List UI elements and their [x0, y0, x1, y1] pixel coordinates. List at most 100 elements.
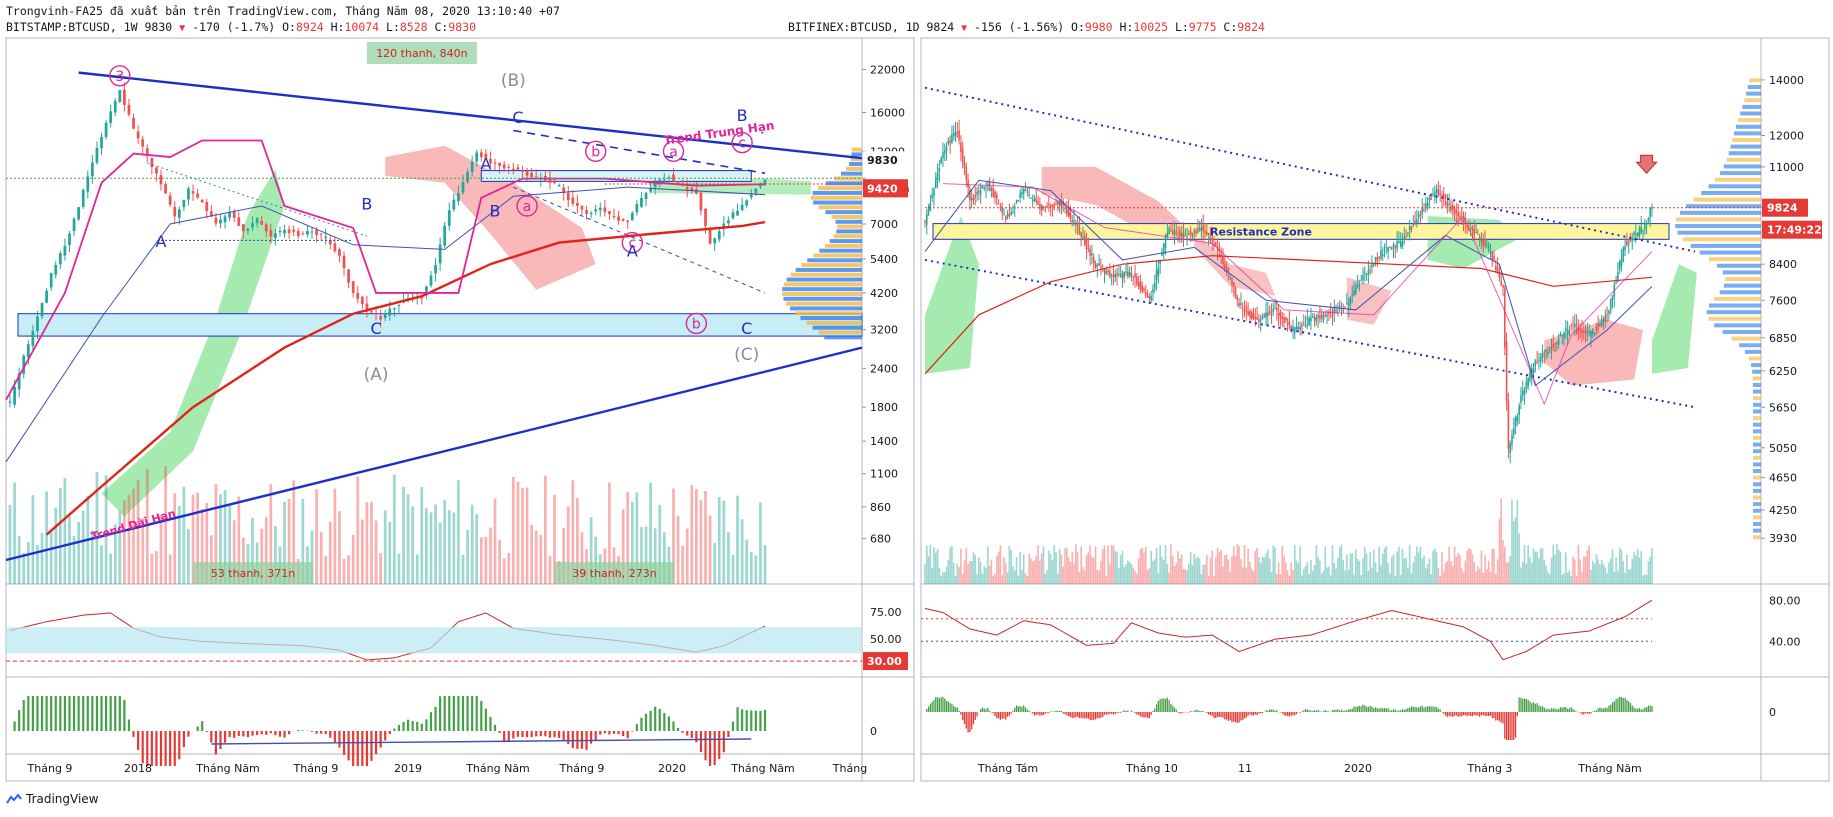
left-candle-body	[626, 220, 630, 222]
right-volume-profile-bar	[1690, 243, 1761, 248]
right-candle-body	[1234, 287, 1237, 299]
right-candle-body	[1346, 302, 1348, 304]
left-volume-bar	[438, 522, 442, 584]
right-volume-bar	[990, 559, 993, 584]
charts-canvas[interactable]: 22000 16000 12000 7000 5400 4200 3200 2400 1800 1…	[0, 0, 1833, 790]
right-volume-bar	[929, 544, 932, 584]
right-volume-bar	[1121, 550, 1124, 584]
left-candle-body	[470, 161, 474, 172]
right-volume-bar	[1277, 562, 1280, 584]
right-volume-bar	[1001, 575, 1003, 584]
down-triangle-icon: ▼	[179, 23, 186, 34]
right-candle-body	[1640, 226, 1643, 234]
right-volume-bar	[1328, 566, 1330, 584]
right-volume-bar	[927, 556, 930, 584]
left-y-tick-label: 680	[870, 533, 891, 546]
right-volume-bar	[1166, 563, 1169, 584]
left-wave-label: A	[627, 242, 638, 261]
right-volume-bar	[1521, 561, 1524, 584]
left-candle-body	[168, 195, 172, 205]
right-volume-profile-bar	[1753, 508, 1761, 513]
left-volume-bar	[8, 504, 12, 584]
right-candle-body	[936, 172, 939, 180]
right-candle-body	[981, 186, 984, 189]
right-candle-body	[1635, 234, 1637, 236]
right-candle-body	[990, 188, 993, 191]
right-y-tick-label: 11000	[1769, 161, 1804, 174]
right-candle-body	[1626, 240, 1628, 245]
right-volume-bar	[949, 547, 951, 584]
right-volume-bar	[1293, 544, 1296, 584]
right-candle-body	[1389, 246, 1391, 249]
right-y-tick-label: 12000	[1769, 130, 1804, 143]
right-volume-bar	[1353, 574, 1355, 584]
right-candle-body	[1265, 312, 1267, 318]
right-volume-bar	[1304, 566, 1307, 584]
right-volume-bar	[1561, 574, 1564, 584]
right-candle-body	[1338, 306, 1341, 308]
right-candle-body	[1466, 225, 1468, 227]
right-y-tick-label: 14000	[1769, 74, 1804, 87]
right-volume-bar	[1333, 563, 1336, 584]
right-volume-bar	[1367, 570, 1370, 584]
left-macd-divergence-line	[211, 738, 752, 745]
right-candle-body	[952, 133, 955, 136]
right-candle-body	[1256, 317, 1258, 320]
right-volume-bar	[1272, 545, 1275, 584]
right-volume-bar	[924, 564, 926, 584]
left-volume-bar	[338, 511, 341, 584]
right-volume-bar	[1347, 569, 1350, 584]
right-candle-body	[1317, 315, 1319, 318]
right-volume-bar	[1247, 548, 1249, 584]
right-candle-body	[1385, 246, 1388, 249]
right-volume-bar	[1044, 573, 1047, 584]
right-candle-body	[1053, 204, 1056, 207]
right-volume-profile-bar	[1740, 111, 1761, 116]
left-volume-bar	[383, 510, 387, 584]
left-candle-body	[690, 187, 694, 191]
left-candle-body	[699, 192, 703, 211]
left-candle-body	[649, 188, 652, 192]
left-candle-body	[557, 185, 561, 187]
right-volume-bar	[1482, 572, 1485, 584]
right-candle-body	[1478, 237, 1481, 240]
right-volume-bar	[1119, 555, 1122, 584]
right-volume-bar	[1103, 545, 1106, 584]
right-candle-body	[1301, 325, 1303, 327]
left-bar-count-box	[554, 562, 675, 584]
right-volume-bar	[1582, 556, 1585, 584]
right-candle-body	[1123, 271, 1126, 278]
right-candle-body	[1127, 271, 1129, 277]
right-candle-body	[1638, 228, 1641, 236]
right-candle-body	[1581, 329, 1583, 334]
left-candle-body	[576, 202, 579, 206]
right-candle-body	[1322, 315, 1325, 320]
right-candle-body	[1311, 316, 1314, 318]
right-volume-bar	[1495, 573, 1497, 584]
right-candle-body	[1611, 295, 1614, 300]
left-volume-bar	[722, 500, 726, 584]
right-volume-bar	[1557, 549, 1560, 584]
right-volume-bar	[1100, 560, 1102, 584]
left-candle-body	[196, 193, 199, 198]
right-volume-bar	[1062, 566, 1065, 584]
right-candle-body	[1430, 198, 1433, 200]
right-volume-bar	[1378, 546, 1380, 584]
left-volume-bar	[521, 487, 524, 584]
left-volume-bar	[347, 555, 350, 584]
right-candle-body	[1283, 317, 1285, 324]
left-volume-bar	[626, 491, 630, 584]
right-volume-bar	[1398, 546, 1400, 584]
right-candle-body	[1514, 417, 1517, 427]
right-candle-body	[1414, 220, 1416, 224]
left-volume-bar	[621, 509, 625, 584]
right-volume-bar	[1107, 545, 1109, 584]
right-volume-bar	[1435, 552, 1438, 584]
left-trend-long-line	[5, 346, 863, 562]
right-volume-bar	[1290, 562, 1292, 584]
left-y-tick-label: 3200	[870, 324, 898, 337]
left-bar-count-label: 53 thanh, 371n	[211, 567, 295, 580]
left-volume-bar	[653, 528, 657, 584]
right-candle-body	[1001, 207, 1003, 213]
right-volume-profile-bar	[1731, 336, 1761, 341]
